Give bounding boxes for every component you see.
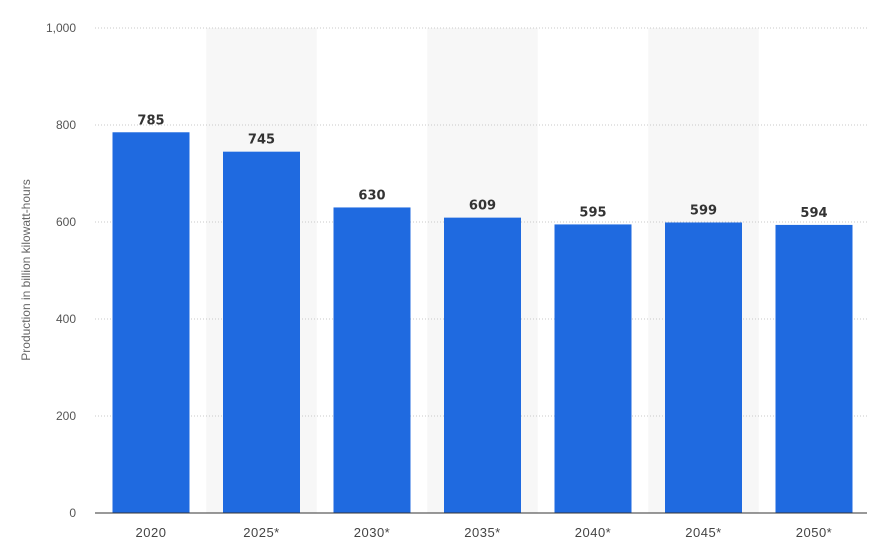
x-tick-label: 2030* bbox=[354, 525, 390, 540]
data-labels: 785 745 630 609 595 599 594 bbox=[137, 113, 827, 221]
x-tick-label: 2025* bbox=[243, 525, 279, 540]
y-tick-label: 800 bbox=[56, 118, 76, 132]
y-tick-label: 0 bbox=[69, 506, 76, 520]
x-tick-label: 2040* bbox=[575, 525, 611, 540]
y-tick-label: 400 bbox=[56, 312, 76, 326]
data-label: 785 bbox=[137, 113, 164, 128]
data-label: 594 bbox=[800, 206, 827, 221]
x-axis-tick-labels: 2020 2025* 2030* 2035* 2040* 2045* 2050* bbox=[136, 525, 832, 540]
bar bbox=[554, 224, 632, 514]
y-tick-label: 1,000 bbox=[46, 21, 76, 35]
y-axis-title: Production in billion kilowatt-hours bbox=[19, 179, 33, 360]
data-label: 599 bbox=[690, 203, 717, 218]
y-axis-tick-labels: 0 200 400 600 800 1,000 bbox=[46, 21, 76, 520]
x-tick-label: 2050* bbox=[796, 525, 832, 540]
data-label: 609 bbox=[469, 199, 496, 214]
bar bbox=[444, 217, 521, 513]
bar bbox=[775, 224, 853, 513]
bars bbox=[112, 132, 853, 514]
x-tick-label: 2020 bbox=[136, 525, 167, 540]
data-label: 595 bbox=[579, 205, 606, 220]
bar bbox=[223, 151, 300, 514]
y-tick-label: 200 bbox=[56, 409, 76, 423]
bar bbox=[665, 222, 742, 514]
y-tick-label: 600 bbox=[56, 215, 76, 229]
x-tick-label: 2045* bbox=[685, 525, 721, 540]
x-tick-label: 2035* bbox=[464, 525, 500, 540]
data-label: 630 bbox=[358, 188, 385, 203]
bar bbox=[333, 207, 411, 513]
data-label: 745 bbox=[248, 133, 275, 148]
bar bbox=[112, 132, 190, 513]
